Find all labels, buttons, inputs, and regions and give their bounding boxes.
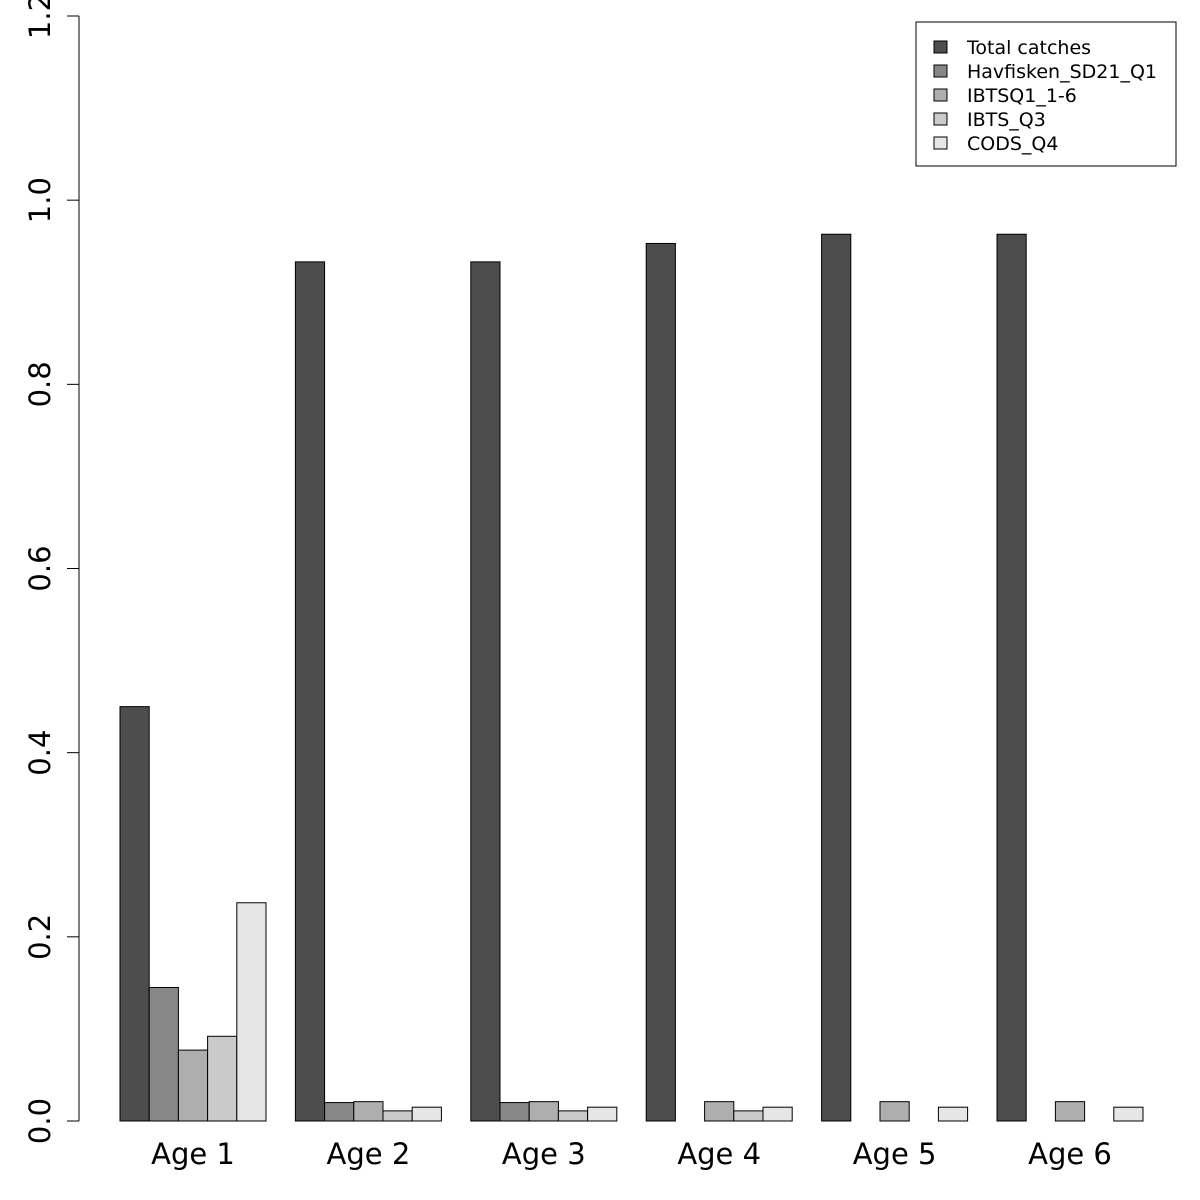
legend-item: CODS_Q4 — [933, 133, 1058, 155]
y-tick-label: 0.8 — [23, 361, 57, 407]
legend-label: Total catches — [966, 37, 1091, 59]
y-tick-label: 0.6 — [23, 545, 57, 591]
legend-item: IBTSQ1_1-6 — [933, 85, 1077, 107]
bar-group — [821, 233, 969, 1122]
bar-ibts-q3 — [557, 1110, 589, 1122]
bar-cods-q4 — [937, 1106, 969, 1122]
legend-swatch — [933, 40, 948, 54]
bar-groups — [119, 233, 1144, 1122]
bar-group — [119, 706, 267, 1122]
bar-ibts-q3 — [382, 1110, 413, 1122]
y-tick-label: 0.4 — [23, 730, 57, 776]
bar-havfisken-sd21-q1 — [148, 986, 179, 1122]
bar-group — [294, 261, 442, 1122]
bar-ibtsq1-1-6 — [879, 1101, 910, 1122]
bar-total-catches — [821, 233, 852, 1122]
bar-group — [470, 261, 618, 1122]
legend-label: IBTSQ1_1-6 — [967, 85, 1077, 107]
bar-cods-q4 — [236, 902, 267, 1122]
bar-total-catches — [470, 261, 501, 1122]
legend-label: Havfisken_SD21_Q1 — [967, 61, 1157, 83]
y-tick-label: 1.2 — [23, 0, 57, 39]
bar-cods-q4 — [1113, 1106, 1144, 1122]
bar-ibts-q3 — [733, 1110, 764, 1122]
bar-cods-q4 — [762, 1106, 793, 1122]
bar-ibtsq1-1-6 — [704, 1101, 735, 1122]
bar-ibtsq1-1-6 — [353, 1101, 384, 1122]
bar-ibts-q3 — [207, 1035, 238, 1122]
bar-ibtsq1-1-6 — [1054, 1101, 1086, 1122]
legend-swatch — [933, 136, 948, 150]
x-category-label: Age 3 — [502, 1137, 586, 1171]
legend-label: IBTS_Q3 — [967, 109, 1046, 131]
bar-cods-q4 — [587, 1106, 618, 1122]
legend-item: Total catches — [933, 37, 1091, 59]
legend-swatch — [933, 112, 948, 126]
bar-total-catches — [996, 233, 1027, 1122]
bar-total-catches — [294, 261, 326, 1122]
bar-total-catches — [119, 706, 150, 1122]
bar-total-catches — [645, 242, 676, 1122]
legend-box — [915, 21, 1177, 167]
x-category-label: Age 6 — [1028, 1137, 1112, 1171]
bar-ibtsq1-1-6 — [528, 1101, 559, 1122]
x-category-label: Age 1 — [151, 1137, 235, 1171]
bar-group — [645, 242, 793, 1122]
legend-swatch — [933, 88, 948, 102]
bar-havfisken-sd21-q1 — [499, 1102, 530, 1122]
x-axis-labels: Age 1 Age 2 Age 3 Age 4 Age 5 Age 6 — [151, 1137, 1112, 1171]
x-category-label: Age 4 — [677, 1137, 761, 1171]
x-category-label: Age 2 — [327, 1137, 411, 1171]
y-tick-label: 1.0 — [23, 177, 57, 223]
legend-swatch — [933, 64, 948, 78]
bar-cods-q4 — [411, 1106, 442, 1122]
y-tick-label: 0.2 — [23, 914, 57, 960]
bar-ibtsq1-1-6 — [177, 1049, 209, 1122]
legend-item: IBTS_Q3 — [933, 109, 1046, 131]
y-tick-label: 0.0 — [23, 1098, 57, 1144]
legend: Total catchesHavfisken_SD21_Q1IBTSQ1_1-6… — [915, 21, 1177, 167]
legend-item: Havfisken_SD21_Q1 — [933, 61, 1157, 83]
legend-label: CODS_Q4 — [967, 133, 1058, 155]
bar-group — [996, 233, 1144, 1122]
x-category-label: Age 5 — [853, 1137, 937, 1171]
y-axis: 0.0 0.2 0.4 0.6 0.8 1.0 1.2 — [23, 0, 80, 1144]
bar-havfisken-sd21-q1 — [324, 1102, 355, 1122]
